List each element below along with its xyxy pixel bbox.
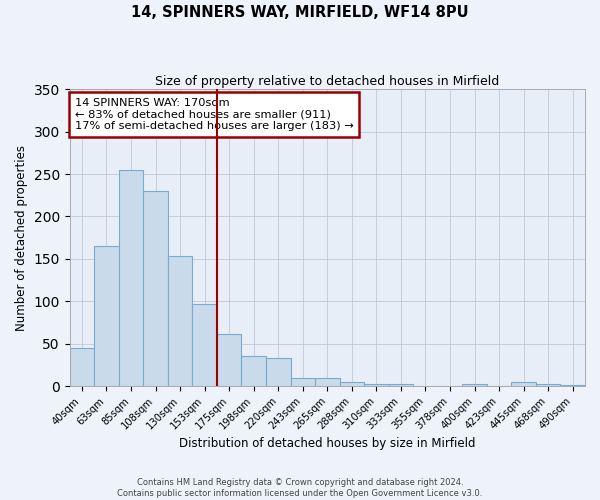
Text: 14, SPINNERS WAY, MIRFIELD, WF14 8PU: 14, SPINNERS WAY, MIRFIELD, WF14 8PU xyxy=(131,5,469,20)
Bar xyxy=(168,256,193,386)
Bar xyxy=(364,384,389,386)
Bar xyxy=(536,384,560,386)
Text: Contains HM Land Registry data © Crown copyright and database right 2024.
Contai: Contains HM Land Registry data © Crown c… xyxy=(118,478,482,498)
X-axis label: Distribution of detached houses by size in Mirfield: Distribution of detached houses by size … xyxy=(179,437,476,450)
Text: 14 SPINNERS WAY: 170sqm
← 83% of detached houses are smaller (911)
17% of semi-d: 14 SPINNERS WAY: 170sqm ← 83% of detache… xyxy=(75,98,353,132)
Bar xyxy=(511,382,536,386)
Bar xyxy=(217,334,241,386)
Title: Size of property relative to detached houses in Mirfield: Size of property relative to detached ho… xyxy=(155,75,499,88)
Bar xyxy=(266,358,290,386)
Bar xyxy=(143,191,168,386)
Y-axis label: Number of detached properties: Number of detached properties xyxy=(15,144,28,330)
Bar xyxy=(119,170,143,386)
Bar xyxy=(241,356,266,386)
Bar xyxy=(290,378,315,386)
Bar xyxy=(340,382,364,386)
Bar xyxy=(389,384,413,386)
Bar xyxy=(70,348,94,386)
Bar xyxy=(94,246,119,386)
Bar xyxy=(462,384,487,386)
Bar xyxy=(193,304,217,386)
Bar xyxy=(315,378,340,386)
